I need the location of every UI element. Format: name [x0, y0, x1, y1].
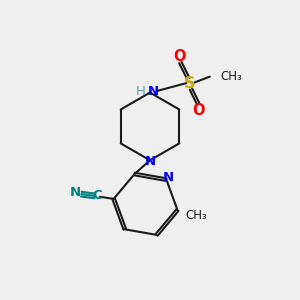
Text: O: O [192, 103, 205, 118]
Text: CH₃: CH₃ [221, 70, 242, 83]
Text: N: N [148, 85, 159, 98]
Text: CH₃: CH₃ [186, 209, 208, 222]
Text: C: C [92, 188, 102, 202]
Text: S: S [184, 76, 196, 91]
Text: O: O [173, 49, 186, 64]
Text: H: H [136, 85, 146, 98]
Text: N: N [144, 155, 156, 168]
Text: N: N [69, 186, 80, 199]
Text: N: N [163, 171, 174, 184]
